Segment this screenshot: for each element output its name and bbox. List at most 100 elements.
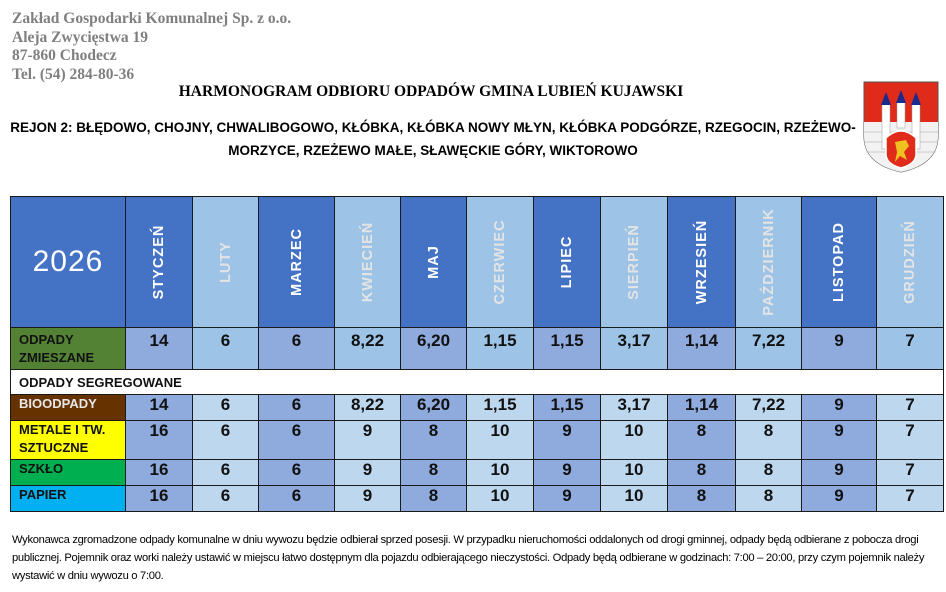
date-cell: 9: [801, 459, 877, 486]
date-cell: 6: [258, 394, 335, 421]
table-row: BIOODPADY 14 6 6 8,22 6,20 1,15 1,15 3,17 1,14 7,2…: [10, 394, 944, 421]
date-cell: 8: [735, 459, 802, 486]
date-cell: 7: [876, 394, 944, 421]
month-header: LIPIEC: [533, 196, 601, 328]
date-cell: 16: [125, 485, 193, 512]
company-info: Zakład Gospodarki Komunalnej Sp. z o.o. …: [12, 10, 291, 84]
date-cell: 8: [667, 420, 736, 460]
month-header: LUTY: [192, 196, 259, 328]
company-name: Zakład Gospodarki Komunalnej Sp. z o.o.: [12, 10, 292, 27]
month-label: LISTOPAD: [831, 222, 847, 302]
date-cell: 10: [466, 420, 534, 460]
footer-note: Wykonawca zgromadzone odpady komunalne w…: [12, 534, 925, 582]
segregated-label: ODPADY SEGREGOWANE: [10, 369, 944, 395]
date-cell: 6: [192, 459, 259, 486]
date-cell: 7: [876, 420, 944, 460]
date-cell: 6: [258, 485, 335, 512]
month-header: SIERPIEŃ: [600, 196, 668, 328]
date-cell: 7: [876, 327, 944, 370]
waste-type-label: SZKŁO: [10, 459, 126, 486]
date-cell: 6: [192, 394, 259, 421]
month-header: MAJ: [400, 196, 467, 328]
waste-type-label: PAPIER: [10, 485, 126, 512]
date-cell: 9: [334, 485, 401, 512]
date-cell: 1,15: [466, 394, 534, 421]
date-cell: 1,15: [533, 394, 601, 421]
month-label: WRZESIEŃ: [693, 219, 710, 305]
month-header: STYCZEŃ: [125, 196, 193, 328]
date-cell: 14: [125, 327, 193, 370]
date-cell: 6: [192, 485, 259, 512]
date-cell: 9: [334, 420, 401, 460]
date-cell: 14: [125, 394, 193, 421]
date-cell: 16: [125, 459, 193, 486]
date-cell: 8,22: [334, 394, 401, 421]
waste-type-label: ODPADY ZMIESZANE: [10, 327, 126, 370]
date-cell: 1,14: [667, 327, 736, 370]
month-header: MARZEC: [258, 196, 335, 328]
coat-of-arms-icon: [863, 81, 939, 173]
month-label: CZERWIEC: [492, 219, 508, 305]
date-cell: 6,20: [400, 394, 467, 421]
date-cell: 9: [533, 485, 601, 512]
company-phone: Tel. (54) 284-80-36: [12, 65, 135, 83]
date-cell: 9: [801, 420, 877, 460]
date-cell: 6: [258, 327, 335, 370]
table-row: SZKŁO 16 6 6 9 8 10 9 10 8 8 9 7: [10, 459, 944, 486]
month-label: MARZEC: [288, 227, 305, 297]
date-cell: 1,14: [667, 394, 736, 421]
date-cell: 9: [801, 394, 877, 421]
table-row: METALE I TW. SZTUCZNE 16 6 6 9 8 10 9 10 8 8 9 7: [10, 420, 944, 460]
month-header: LISTOPAD: [801, 196, 877, 328]
date-cell: 9: [801, 327, 877, 370]
date-cell: 8: [400, 420, 467, 460]
date-cell: 6: [192, 327, 259, 370]
date-cell: 6: [258, 420, 335, 460]
month-label: STYCZEŃ: [151, 224, 167, 300]
year-cell: 2026: [10, 196, 126, 328]
table-row: ODPADY ZMIESZANE 14 6 6 8,22 6,20 1,15 1,15 3,17…: [10, 327, 944, 370]
date-cell: 8,22: [334, 327, 401, 370]
date-cell: 10: [600, 459, 668, 486]
date-cell: 8: [735, 485, 802, 512]
company-street: Aleja Zwycięstwa 19: [12, 28, 149, 46]
page-title: HARMONOGRAM ODBIORU ODPADÓW GMINA LUBIEŃ…: [178, 83, 684, 100]
schedule-table: 2026 STYCZEŃ LUTY MARZEC KWIECIEŃ MAJ CZERWIE…: [10, 196, 944, 512]
month-label: GRUDZIEŃ: [902, 220, 918, 304]
month-header: PAŹDZIERNIK: [735, 196, 802, 328]
date-cell: 1,15: [533, 327, 601, 370]
header-row: 2026 STYCZEŃ LUTY MARZEC KWIECIEŃ MAJ CZERWIE…: [10, 196, 944, 328]
date-cell: 9: [533, 459, 601, 486]
date-cell: 6: [258, 459, 335, 486]
date-cell: 6: [192, 420, 259, 460]
date-cell: 10: [600, 485, 668, 512]
month-label: PAŹDZIERNIK: [760, 208, 777, 316]
date-cell: 3,17: [600, 394, 668, 421]
waste-type-label: METALE I TW. SZTUCZNE: [10, 420, 126, 460]
date-cell: 7,22: [735, 327, 802, 370]
waste-type-label: BIOODPADY: [10, 394, 126, 421]
month-label: KWIECIEŃ: [359, 221, 376, 303]
date-cell: 8: [400, 485, 467, 512]
date-cell: 16: [125, 420, 193, 460]
date-cell: 7: [876, 485, 944, 512]
date-cell: 9: [801, 485, 877, 512]
table-row: PAPIER 16 6 6 9 8 10 9 10 8 8 9 7: [10, 485, 944, 512]
region-info: REJON 2: BŁĘDOWO, CHOJNY, CHWALIBOGOWO, …: [10, 120, 856, 158]
date-cell: 8: [400, 459, 467, 486]
month-header: GRUDZIEŃ: [876, 196, 944, 328]
date-cell: 8: [735, 420, 802, 460]
segregated-header-row: ODPADY SEGREGOWANE: [10, 369, 944, 395]
month-header: WRZESIEŃ: [667, 196, 736, 328]
company-city: 87-860 Chodecz: [12, 47, 117, 64]
month-header: KWIECIEŃ: [334, 196, 401, 328]
month-label: SIERPIEŃ: [626, 224, 642, 300]
date-cell: 10: [466, 485, 534, 512]
date-cell: 9: [533, 420, 601, 460]
month-label: MAJ: [425, 245, 442, 279]
date-cell: 10: [466, 459, 534, 486]
date-cell: 7: [876, 459, 944, 486]
date-cell: 9: [334, 459, 401, 486]
date-cell: 8: [667, 459, 736, 486]
date-cell: 6,20: [400, 327, 467, 370]
